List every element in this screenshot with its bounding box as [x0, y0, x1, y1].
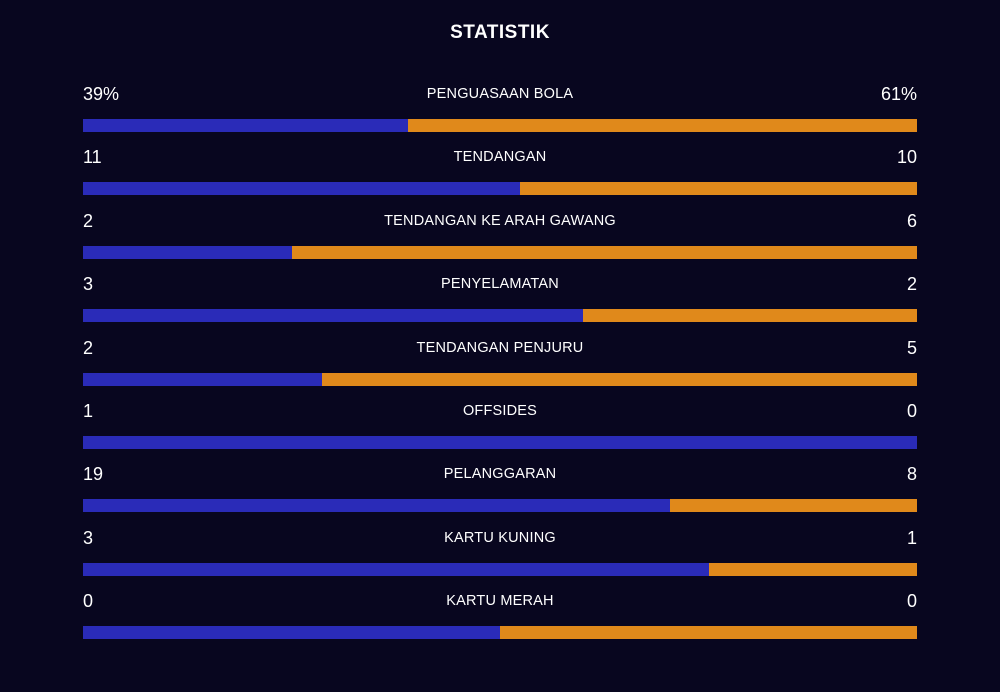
home-bar-fill — [83, 499, 671, 513]
stat-label: KARTU KUNING — [444, 529, 556, 546]
home-value: 39% — [83, 84, 120, 104]
away-value: 10 — [896, 147, 917, 168]
stat-label: TENDANGAN — [453, 149, 547, 166]
comparison-bar — [83, 245, 917, 259]
home-value: 3 — [83, 527, 94, 548]
comparison-bar — [83, 626, 917, 640]
comparison-bar — [83, 435, 917, 449]
away-value: 61% — [880, 84, 917, 104]
comparison-bar — [83, 119, 917, 132]
stat-label: TENDANGAN KE ARAH GAWANG — [384, 212, 616, 229]
stat-row-red-cards: 0 KARTU MERAH 0 — [83, 587, 917, 650]
stat-label: TENDANGAN PENJURU — [416, 339, 584, 356]
stat-label: PENYELAMATAN — [441, 276, 559, 293]
home-value: 0 — [83, 591, 94, 612]
away-value: 0 — [906, 591, 917, 612]
stat-row-shots-on-target: 2 TENDANGAN KE ARAH GAWANG 6 — [83, 207, 917, 270]
comparison-bar — [83, 372, 917, 386]
away-value: 6 — [906, 210, 917, 231]
stat-label: KARTU MERAH — [446, 593, 554, 610]
home-bar-fill — [83, 626, 500, 640]
home-value: 2 — [83, 337, 94, 358]
comparison-bar — [83, 182, 917, 196]
stat-row-offsides: 1 OFFSIDES 0 — [83, 397, 917, 460]
home-value: 2 — [83, 210, 94, 231]
away-value: 2 — [906, 274, 917, 295]
home-value: 19 — [83, 464, 104, 485]
stats-list: 39% PENGUASAAN BOLA 61% 11 TENDANGAN 1 0 … — [83, 80, 917, 651]
home-bar-fill — [83, 119, 409, 132]
home-bar-fill — [83, 309, 584, 323]
home-bar-fill — [83, 245, 292, 259]
comparison-bar — [83, 309, 917, 323]
home-bar-fill — [83, 182, 521, 196]
home-value: 11 — [83, 147, 102, 168]
comparison-bar — [83, 499, 917, 513]
page-title: STATISTIK — [450, 22, 550, 43]
stat-row-possession: 39% PENGUASAAN BOLA 61% — [83, 80, 917, 143]
stat-label: PELANGGARAN — [443, 466, 557, 483]
away-value: 1 — [906, 527, 917, 548]
home-value: 3 — [83, 274, 94, 295]
stat-row-yellow-cards: 3 KARTU KUNING 1 — [83, 524, 917, 587]
comparison-bar — [83, 562, 917, 576]
home-bar-fill — [83, 435, 917, 449]
stat-row-shots: 11 TENDANGAN 10 — [83, 143, 917, 206]
stat-label: PENGUASAAN BOLA — [426, 86, 574, 102]
home-value: 1 — [83, 400, 94, 421]
stat-row-corners: 2 TENDANGAN PENJURU 5 — [83, 334, 917, 397]
home-bar-fill — [83, 562, 709, 576]
home-bar-fill — [83, 372, 322, 386]
stat-row-saves: 3 PENYELAMATAN 2 — [83, 270, 917, 333]
away-value: 8 — [906, 464, 917, 485]
stat-row-fouls: 19 PELANGGARAN 8 — [83, 460, 917, 523]
away-value: 5 — [906, 337, 917, 358]
stat-label: OFFSIDES — [462, 402, 538, 419]
away-value: 0 — [906, 400, 917, 421]
